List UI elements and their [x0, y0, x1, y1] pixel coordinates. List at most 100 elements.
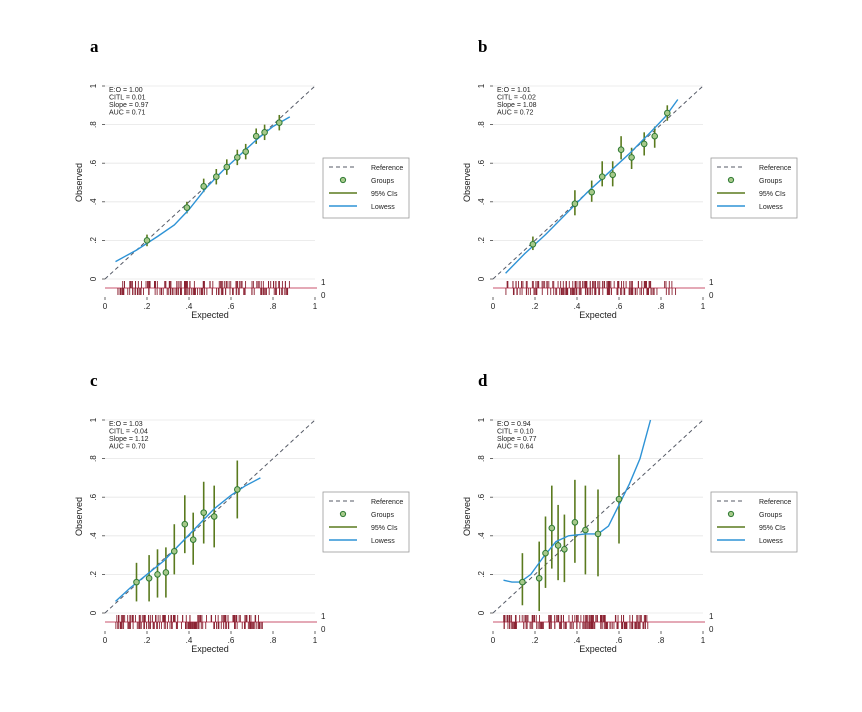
reference-line: [104, 85, 316, 280]
stat-line: E:O = 1.03: [109, 421, 143, 428]
group-point: [183, 204, 191, 211]
x-tick-label: .2: [144, 636, 151, 645]
group-point: [145, 574, 153, 582]
stat-line: E:O = 0.94: [497, 421, 531, 428]
panel-b: b 0 .2 .4 .6 .8 1 E:O = 1.01 CITL = -0.02 Slope =…: [398, 28, 818, 358]
legend-label: Groups: [759, 178, 782, 185]
legend-key-groups: [339, 510, 347, 518]
group-point: [582, 526, 589, 534]
reference-line: [104, 419, 316, 614]
stat-line: AUC = 0.71: [109, 110, 145, 117]
y-tick-label: .4: [477, 198, 486, 205]
x-tick-label: 1: [313, 302, 318, 311]
y-tick-label: 1: [477, 417, 486, 422]
y-tick-label: .8: [89, 121, 98, 128]
y-tick-label: 0: [477, 276, 486, 281]
y-tick-label: .8: [89, 455, 98, 462]
rug-label-event: 1: [709, 278, 714, 287]
group-point: [162, 569, 170, 576]
x-tick-label: .4: [574, 636, 581, 645]
y-tick-label: 1: [89, 417, 98, 422]
stat-line: CITL = -0.02: [497, 95, 536, 102]
group-point: [561, 546, 568, 553]
x-tick-label: .6: [616, 302, 623, 311]
x-tick-label: .6: [228, 302, 235, 311]
stat-line: CITL = -0.04: [109, 429, 148, 436]
stat-line: AUC = 0.70: [109, 444, 145, 451]
y-tick-label: .2: [477, 237, 486, 244]
x-tick-label: .8: [658, 302, 665, 311]
legend-label: Reference: [759, 165, 791, 172]
legend-label: 95% CIs: [759, 191, 786, 198]
stat-line: AUC = 0.64: [497, 444, 533, 451]
x-tick-label: 0: [491, 636, 496, 645]
legend-label: 95% CIs: [759, 525, 786, 532]
x-tick-label: .8: [658, 636, 665, 645]
rug-label-event: 1: [321, 278, 326, 287]
legend-label: Groups: [371, 512, 394, 519]
y-tick-label: 1: [477, 83, 486, 88]
group-point: [571, 200, 579, 208]
group-point: [213, 173, 220, 181]
y-tick-label: 0: [89, 276, 98, 281]
rug-label-event: 1: [709, 612, 714, 621]
x-tick-label: .2: [532, 636, 539, 645]
stat-line: E:O = 1.01: [497, 87, 531, 94]
group-point: [143, 237, 151, 244]
group-point: [651, 132, 659, 140]
y-tick-label: 0: [477, 610, 486, 615]
group-point: [529, 240, 537, 248]
y-tick-label: .2: [477, 571, 486, 578]
x-tick-label: 0: [491, 302, 496, 311]
y-tick-label: .6: [89, 493, 98, 500]
y-tick-label: .4: [89, 532, 98, 539]
panel-letter: b: [478, 37, 487, 56]
legend-label: 95% CIs: [371, 525, 398, 532]
y-axis-title: Observed: [462, 497, 472, 536]
group-point: [571, 518, 579, 526]
x-tick-label: .4: [186, 302, 193, 311]
y-tick-label: 1: [89, 83, 98, 88]
x-tick-label: 0: [103, 302, 108, 311]
group-point: [200, 183, 207, 190]
y-axis-title: Observed: [74, 163, 84, 202]
x-tick-label: .2: [144, 302, 151, 311]
y-tick-label: .6: [477, 493, 486, 500]
group-point: [615, 495, 623, 503]
panel-letter: d: [478, 371, 488, 390]
group-point: [154, 571, 161, 578]
group-point: [171, 547, 178, 555]
x-axis-title: Expected: [191, 310, 229, 320]
y-axis-title: Observed: [462, 163, 472, 202]
group-point: [189, 536, 197, 543]
group-point: [554, 542, 562, 549]
group-point: [640, 140, 648, 148]
group-point: [261, 129, 268, 136]
y-tick-label: 0: [89, 610, 98, 615]
legend-label: Lowess: [759, 204, 783, 211]
y-axis-title: Observed: [74, 497, 84, 536]
x-tick-label: 0: [103, 636, 108, 645]
rug-label-nonevent: 0: [709, 625, 714, 634]
rug-label-nonevent: 0: [321, 291, 326, 300]
x-tick-label: .8: [270, 302, 277, 311]
group-point: [664, 109, 671, 117]
stat-line: Slope = 0.97: [109, 102, 149, 109]
group-point: [519, 578, 526, 586]
group-point: [234, 486, 241, 493]
panel-a: a 0 .2 .4 .6 .8 1 E:O = 1.00 CITL = 0.01 Slope = …: [10, 28, 430, 358]
legend-label: Lowess: [371, 204, 395, 211]
group-point: [200, 509, 207, 516]
stat-line: CITL = 0.01: [109, 95, 146, 102]
group-point: [535, 574, 543, 582]
panel-letter: a: [90, 37, 99, 56]
group-point: [181, 520, 189, 528]
group-point: [242, 148, 249, 155]
x-axis-title: Expected: [191, 644, 229, 654]
legend-key-groups: [727, 510, 735, 518]
legend-key-groups: [339, 176, 347, 184]
x-tick-label: 1: [313, 636, 318, 645]
legend-label: 95% CIs: [371, 191, 398, 198]
